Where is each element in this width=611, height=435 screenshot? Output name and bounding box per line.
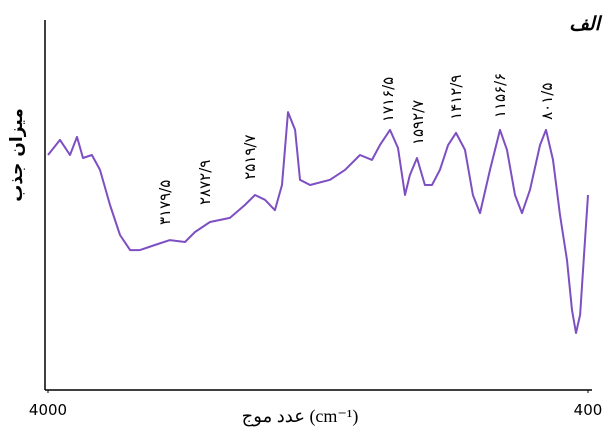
- x-tick-label: 400: [574, 401, 603, 419]
- spectrum-line: [47, 111, 589, 334]
- chart-title: الف: [569, 13, 602, 35]
- peak-label: ۱۱۵۶/۶: [491, 73, 509, 118]
- x-tick-label: 4000: [29, 401, 67, 419]
- x-axis-label: عدد موج (cm⁻¹): [242, 406, 359, 427]
- peak-label: ۸۰۱/۵: [538, 83, 556, 120]
- peak-label: ۳۱۷۹/۵: [156, 180, 174, 225]
- peak-label: ۱۵۹۲/۷: [409, 100, 427, 145]
- peak-label: ۲۸۷۲/۹: [196, 160, 214, 205]
- y-axis-label: میزان جذب: [7, 108, 27, 201]
- peak-label: ۱۴۱۲/۹: [447, 75, 465, 120]
- peak-label: ۱۷۱۶/۵: [379, 77, 397, 122]
- peak-label: ۲۵۱۹/۷: [241, 134, 259, 179]
